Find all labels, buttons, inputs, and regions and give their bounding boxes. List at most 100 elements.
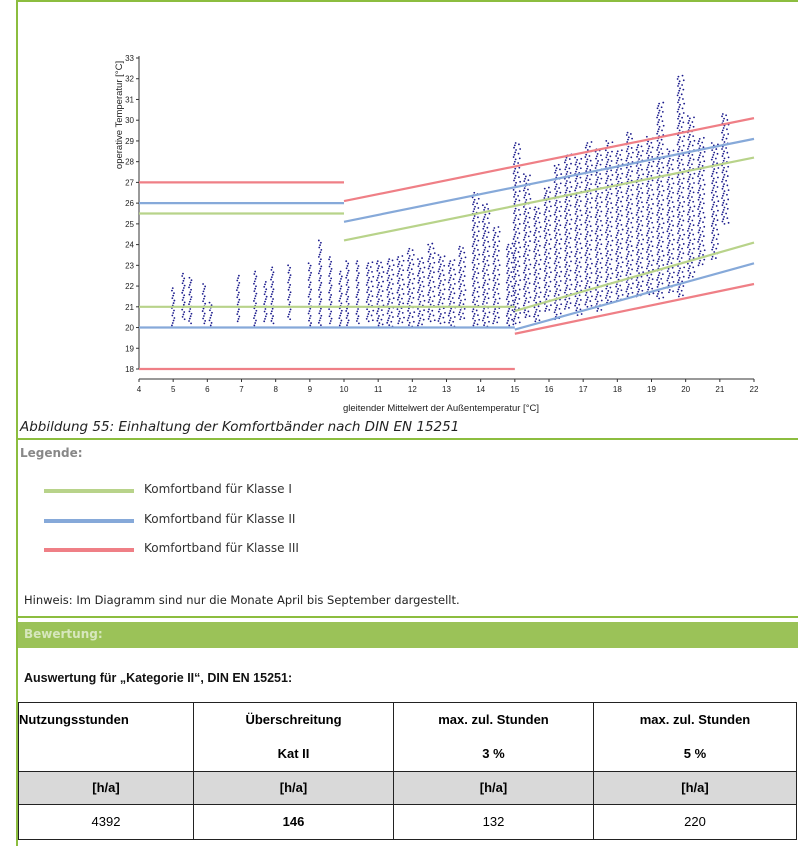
scatter-point <box>667 202 670 205</box>
scatter-point <box>237 277 239 280</box>
scatter-point <box>676 159 679 162</box>
scatter-point <box>627 194 630 197</box>
scatter-point <box>547 186 550 189</box>
scatter-point <box>616 152 618 155</box>
scatter-point <box>429 270 432 272</box>
scatter-point <box>493 267 496 270</box>
scatter-point <box>472 219 474 222</box>
scatter-point <box>682 275 685 278</box>
scatter-point <box>476 267 479 270</box>
scatter-point <box>189 291 192 294</box>
scatter-point <box>586 181 589 184</box>
scatter-point <box>616 232 619 234</box>
scatter-point <box>515 313 517 315</box>
scatter-point <box>625 290 628 293</box>
scatter-point <box>494 231 497 234</box>
scatter-point <box>611 272 614 275</box>
scatter-point <box>563 242 566 245</box>
scatter-point <box>483 249 486 251</box>
scatter-point <box>523 220 526 222</box>
scatter-point <box>646 182 649 185</box>
scatter-point <box>569 279 572 281</box>
scatter-point <box>484 272 486 275</box>
scatter-point <box>615 253 618 255</box>
scatter-point <box>486 226 489 229</box>
scatter-point <box>396 315 399 318</box>
scatter-point <box>677 124 680 127</box>
scatter-point <box>698 236 701 239</box>
scatter-point <box>203 322 206 325</box>
scatter-point <box>617 239 620 241</box>
scatter-point <box>527 268 530 271</box>
scatter-point <box>639 229 642 232</box>
scatter-point <box>588 276 591 279</box>
scatter-point <box>697 248 700 250</box>
scatter-point <box>428 308 430 311</box>
scatter-point <box>722 192 725 195</box>
scatter-point <box>328 298 331 301</box>
scatter-point <box>658 125 661 128</box>
scatter-point <box>524 210 526 213</box>
scatter-point <box>263 320 266 323</box>
scatter-point <box>427 250 430 253</box>
scatter-point <box>575 184 578 187</box>
scatter-point <box>616 169 618 171</box>
scatter-point <box>564 217 567 220</box>
scatter-point <box>721 187 724 190</box>
scatter-point <box>661 152 664 155</box>
scatter-point <box>668 216 671 219</box>
scatter-point <box>647 197 650 199</box>
scatter-point <box>498 240 501 243</box>
scatter-point <box>533 224 536 227</box>
scatter-point <box>611 216 613 219</box>
scatter-point <box>660 213 663 215</box>
scatter-point <box>535 243 538 246</box>
scatter-point <box>678 162 681 165</box>
scatter-point <box>607 290 610 292</box>
scatter-point <box>619 219 622 222</box>
scatter-point <box>390 278 393 281</box>
scatter-point <box>386 272 389 275</box>
scatter-point <box>699 210 702 213</box>
scatter-point <box>697 208 700 211</box>
scatter-point <box>678 293 681 295</box>
scatter-point <box>473 247 476 250</box>
scatter-point <box>505 315 508 317</box>
scatter-point <box>636 153 639 156</box>
scatter-point <box>254 278 257 280</box>
scatter-point <box>559 215 562 217</box>
scatter-point <box>657 209 660 212</box>
scatter-point <box>725 114 728 117</box>
scatter-point <box>630 212 633 215</box>
scatter-point <box>533 208 536 211</box>
scatter-point <box>703 216 706 219</box>
scatter-point <box>680 289 683 292</box>
scatter-point <box>449 317 452 319</box>
scatter-point <box>715 181 718 184</box>
scatter-point <box>527 179 530 182</box>
scatter-point <box>645 267 648 270</box>
scatter-point <box>529 296 532 299</box>
scatter-point <box>641 247 644 250</box>
scatter-point <box>576 248 579 251</box>
scatter-point <box>484 213 487 216</box>
scatter-point <box>609 188 612 191</box>
scatter-point <box>209 324 212 327</box>
scatter-point <box>372 275 375 278</box>
scatter-point <box>727 189 730 191</box>
scatter-point <box>691 243 694 245</box>
x-tick-label: 17 <box>579 385 588 394</box>
scatter-point <box>676 176 679 179</box>
scatter-point <box>678 269 681 272</box>
scatter-point <box>483 324 485 327</box>
scatter-point <box>604 280 607 283</box>
scatter-point <box>449 302 451 305</box>
scatter-point <box>606 161 609 163</box>
scatter-point <box>513 160 516 163</box>
scatter-point <box>289 318 292 321</box>
scatter-point <box>616 241 619 244</box>
scatter-point <box>555 167 558 170</box>
scatter-point <box>671 276 674 279</box>
scatter-point <box>476 258 479 261</box>
scatter-point <box>676 258 679 260</box>
